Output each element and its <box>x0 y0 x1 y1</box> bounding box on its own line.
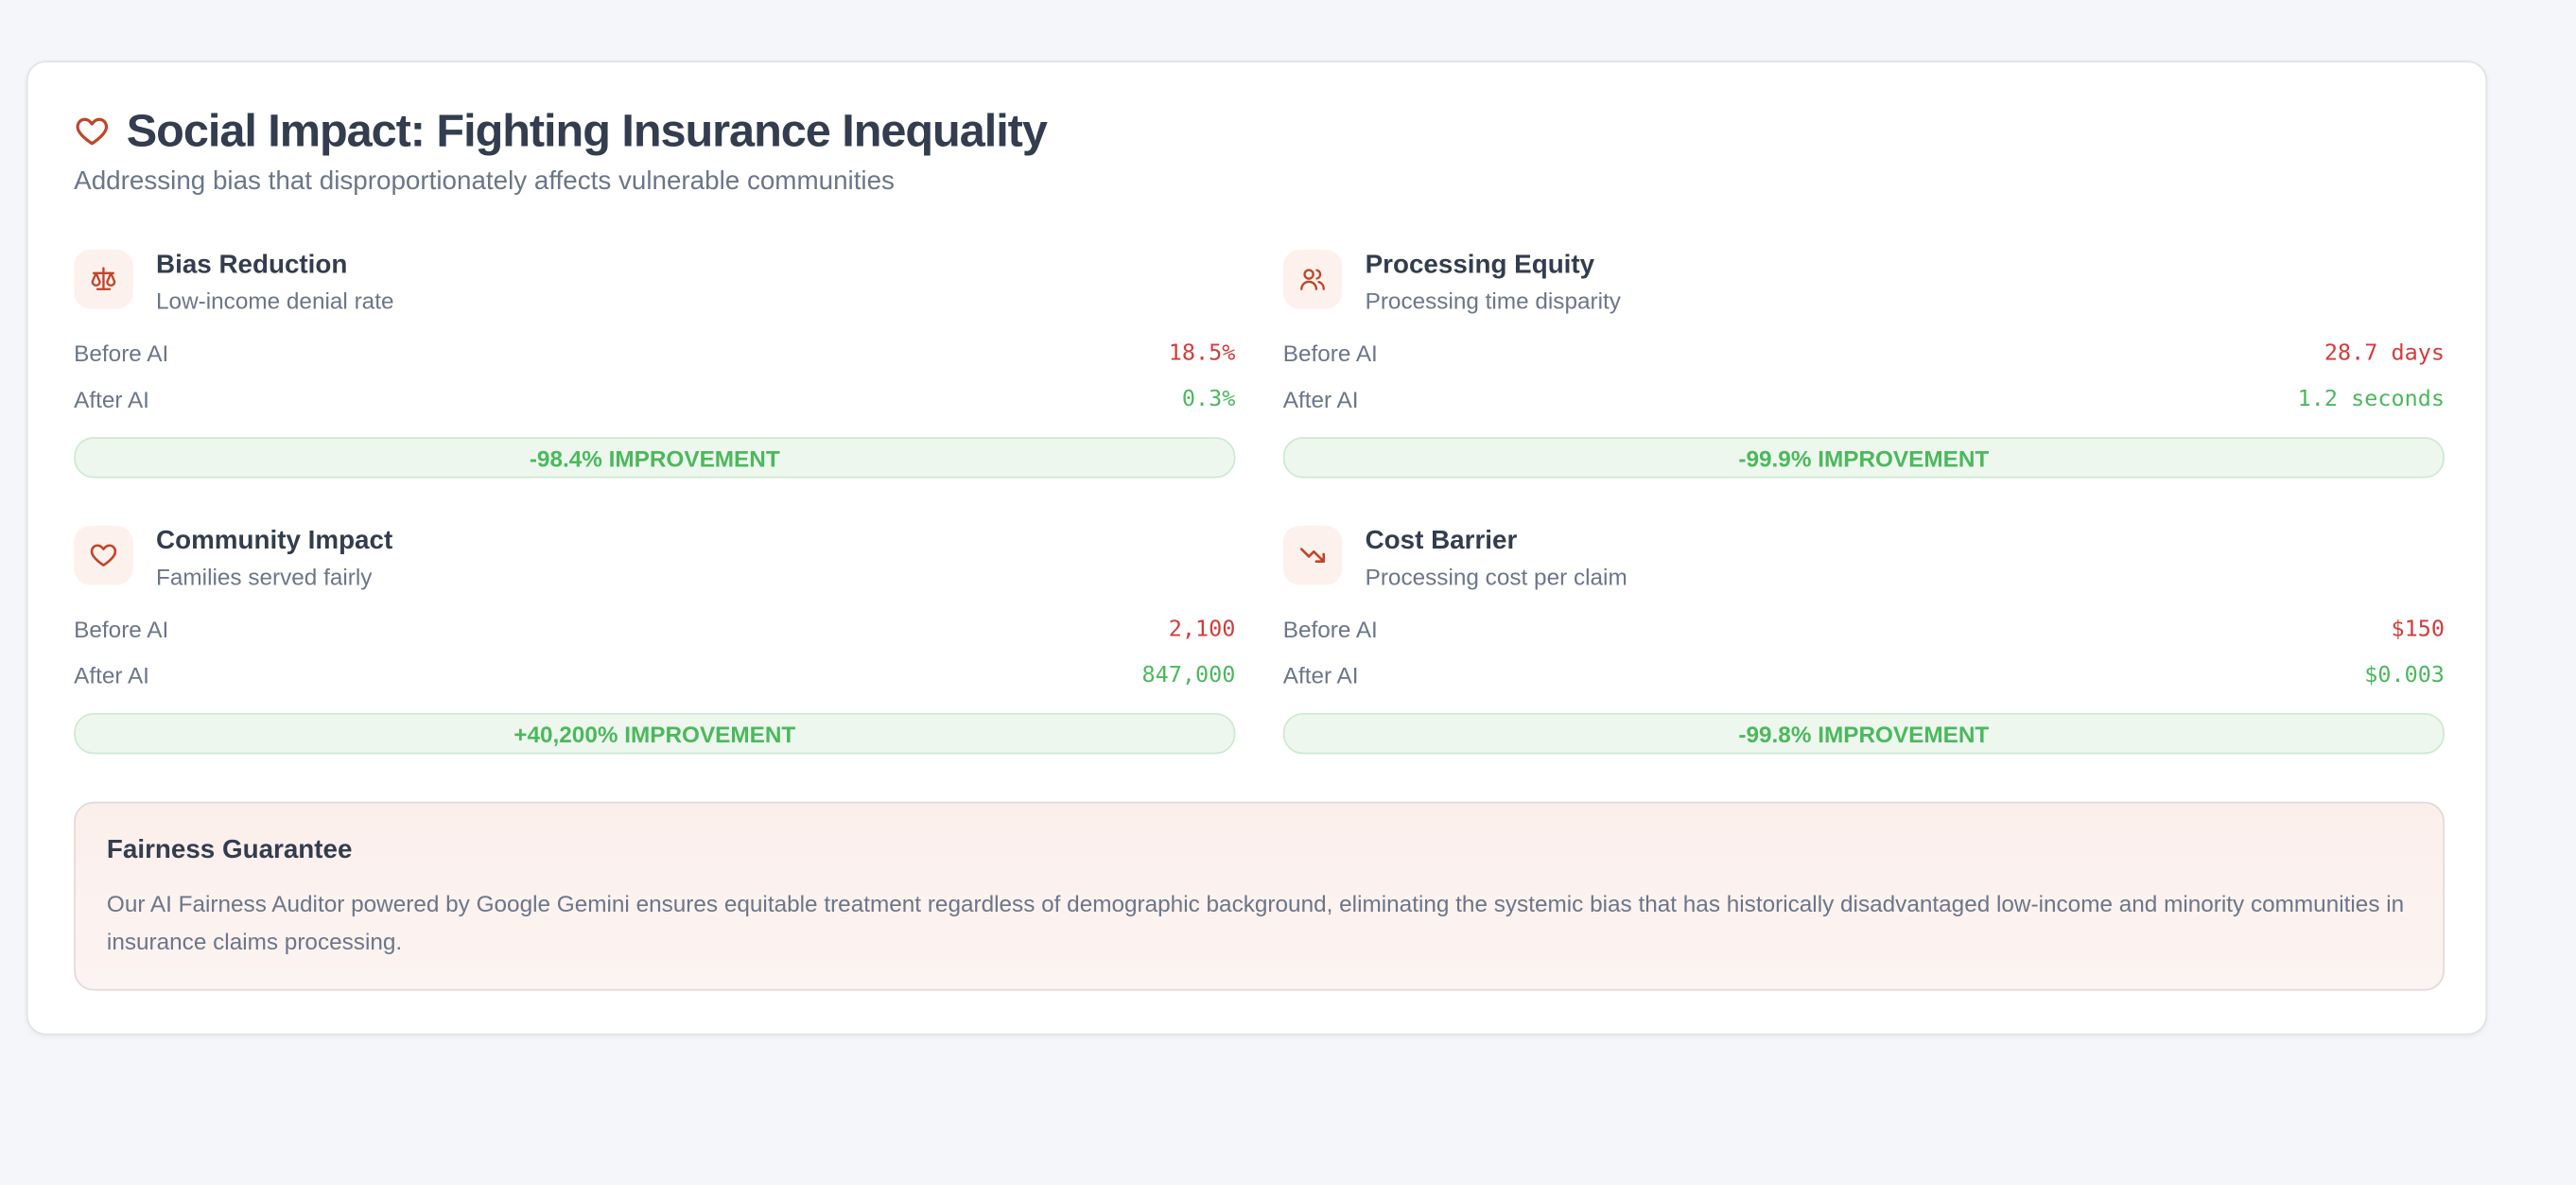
metric-card-bias-reduction: Bias Reduction Low-income denial rate Bef… <box>74 250 1236 479</box>
heart-icon <box>76 117 108 146</box>
before-value: $150 <box>2391 616 2445 643</box>
after-value: 1.2 seconds <box>2297 386 2445 413</box>
improvement-badge: +40,200% IMPROVEMENT <box>74 712 1236 755</box>
before-label: Before AI <box>1282 616 1378 643</box>
after-label: After AI <box>74 386 149 413</box>
metric-desc: Low-income denial rate <box>156 288 394 314</box>
fairness-title: Fairness Guarantee <box>106 836 353 864</box>
card-header: Social Impact: Fighting Insurance Inequa… <box>74 105 1048 158</box>
before-label: Before AI <box>74 616 169 643</box>
metric-desc: Processing cost per claim <box>1365 563 1627 590</box>
before-value: 18.5% <box>1168 340 1236 367</box>
improvement-badge: -99.9% IMPROVEMENT <box>1282 437 2445 479</box>
improvement-badge: -99.8% IMPROVEMENT <box>1282 712 2445 755</box>
heart-icon <box>90 544 117 566</box>
fairness-text: Our AI Fairness Auditor powered by Googl… <box>106 890 2405 955</box>
fairness-guarantee-box: Fairness Guarantee Our AI Fairness Audit… <box>74 801 2445 991</box>
after-label: After AI <box>1282 386 1359 413</box>
improvement-badge: -98.4% IMPROVEMENT <box>74 437 1236 479</box>
metric-card-cost-barrier: Cost Barrier Processing cost per claim Be… <box>1282 525 2445 755</box>
scale-icon <box>91 267 116 290</box>
after-value: 0.3% <box>1181 386 1236 413</box>
metric-desc: Processing time disparity <box>1365 288 1621 314</box>
page-subtitle: Addressing bias that disproportionately … <box>74 167 895 196</box>
after-value: 847,000 <box>1141 662 1236 688</box>
metric-name: Community Impact <box>156 527 393 556</box>
before-label: Before AI <box>74 340 169 367</box>
metric-name: Processing Equity <box>1365 251 1595 280</box>
metric-name: Cost Barrier <box>1365 527 1518 556</box>
trending-down-icon <box>1299 548 1326 563</box>
page-title: Social Impact: Fighting Insurance Inequa… <box>126 105 1048 157</box>
before-label: Before AI <box>1282 340 1378 367</box>
social-impact-card: Social Impact: Fighting Insurance Inequa… <box>26 61 2488 1036</box>
users-icon <box>1300 269 1325 290</box>
after-value: $0.003 <box>2364 662 2445 688</box>
metric-card-community-impact: Community Impact Families served fairly B… <box>74 525 1236 755</box>
before-value: 2,100 <box>1168 616 1236 643</box>
metric-card-processing-equity: Processing Equity Processing time dispari… <box>1282 250 2445 479</box>
after-label: After AI <box>1282 662 1359 688</box>
metric-name: Bias Reduction <box>156 251 348 280</box>
before-value: 28.7 days <box>2324 340 2445 367</box>
metric-desc: Families served fairly <box>156 563 373 590</box>
metrics-grid: Bias Reduction Low-income denial rate Bef… <box>74 250 2445 755</box>
after-label: After AI <box>74 662 149 688</box>
